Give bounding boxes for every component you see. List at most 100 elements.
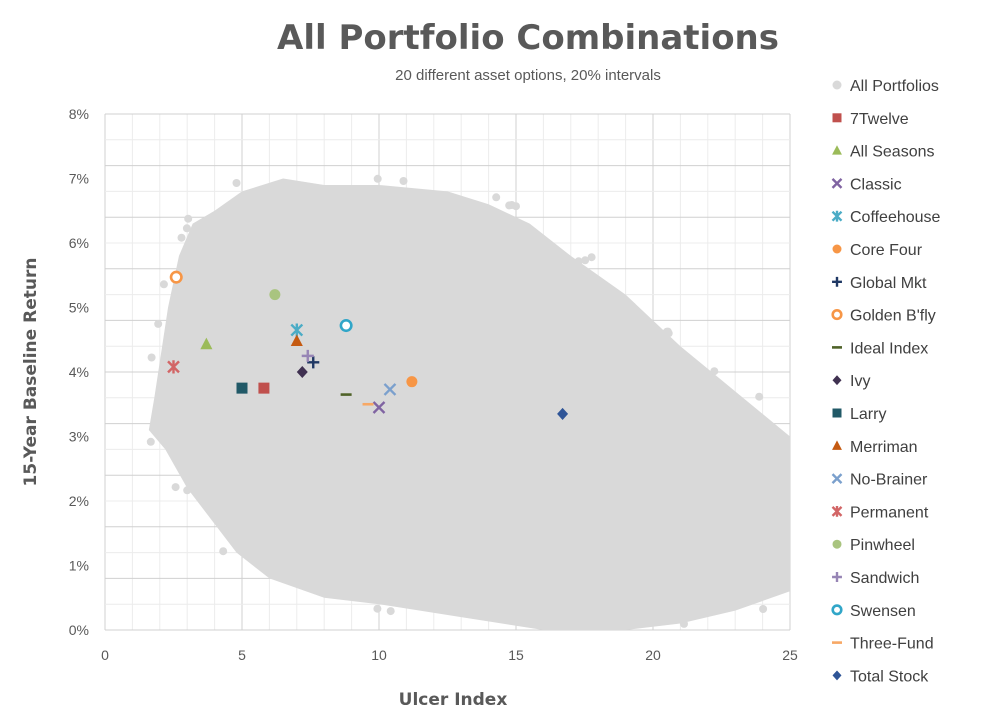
all-portfolios-point: [492, 193, 501, 202]
legend-label: 7Twelve: [850, 111, 909, 128]
all-portfolios-point: [154, 319, 163, 328]
plot-area: [104, 113, 791, 631]
y-axis-title: 15-Year Baseline Return: [21, 258, 41, 487]
legend-item-all-portfolios: All Portfolios: [832, 78, 939, 95]
legend-marker: [831, 473, 843, 484]
legend-item-total-stock: Total Stock: [832, 668, 929, 685]
all-portfolios-point: [755, 392, 764, 401]
legend-marker: [832, 244, 842, 254]
legend-marker: [831, 210, 843, 222]
all-portfolios-point: [177, 233, 186, 242]
point-swensen: [339, 319, 353, 333]
legend-item-larry: Larry: [832, 406, 886, 423]
legend-label: Permanent: [850, 504, 929, 521]
legend-label: Golden B'fly: [850, 308, 936, 325]
all-portfolios-point: [219, 547, 228, 556]
all-portfolios-point: [574, 257, 583, 266]
legend-label: All Portfolios: [850, 78, 939, 95]
point-larry: [236, 382, 248, 394]
legend-item-7twelve: 7Twelve: [832, 111, 909, 128]
all-portfolios-point: [759, 605, 768, 613]
legend-label: Pinwheel: [850, 537, 915, 554]
legend-marker: [832, 670, 842, 681]
all-portfolios-point: [399, 177, 408, 185]
legend-label: Coffeehouse: [850, 209, 941, 226]
legend-marker: [832, 375, 842, 386]
point-all-seasons: [200, 337, 213, 350]
all-portfolios-point: [663, 327, 672, 336]
point-classic: [372, 401, 386, 414]
legend-item-no-brainer: No-Brainer: [831, 472, 928, 489]
all-portfolios-point: [587, 253, 596, 262]
legend-label: Core Four: [850, 242, 923, 259]
legend-marker: [831, 506, 843, 517]
x-tick-label: 0: [101, 647, 109, 663]
all-portfolios-point: [183, 486, 192, 495]
legend-item-coffeehouse: Coffeehouse: [831, 209, 941, 226]
all-portfolios-point: [581, 256, 590, 265]
legend-label: Swensen: [850, 603, 916, 620]
all-portfolios-point: [232, 179, 241, 187]
legend: All Portfolios 7Twelve All Seasons Classic C…: [831, 78, 941, 685]
legend-label: Global Mkt: [850, 275, 927, 292]
legend-marker: [832, 440, 842, 450]
legend-label: No-Brainer: [850, 472, 928, 489]
legend-marker: [832, 276, 842, 287]
point-no-brainer: [383, 383, 397, 396]
legend-label: All Seasons: [850, 144, 935, 161]
legend-item-classic: Classic: [831, 176, 902, 193]
legend-item-pinwheel: Pinwheel: [832, 537, 915, 554]
all-portfolios-point: [182, 224, 191, 233]
point-global-mkt: [307, 356, 320, 369]
y-tick-label: 8%: [69, 106, 89, 122]
named-portfolio-points: [167, 270, 569, 420]
legend-label: Merriman: [850, 439, 918, 456]
legend-item-sandwich: Sandwich: [832, 570, 919, 587]
x-tick-label: 25: [782, 647, 798, 663]
legend-label: Ideal Index: [850, 340, 928, 357]
point-golden-b-fly: [169, 270, 183, 284]
all-portfolios-point: [147, 353, 156, 362]
legend-item-swensen: Swensen: [831, 603, 916, 620]
legend-item-golden-b-fly: Golden B'fly: [831, 308, 936, 325]
legend-label: Sandwich: [850, 570, 919, 587]
legend-item-ivy: Ivy: [832, 373, 870, 390]
all-portfolios-point: [386, 607, 395, 616]
legend-label: Three-Fund: [850, 636, 934, 653]
x-axis-title: Ulcer Index: [399, 690, 508, 710]
y-tick-label: 7%: [69, 171, 89, 187]
y-tick-label: 6%: [69, 235, 89, 251]
chart-subtitle: 20 different asset options, 20% interval…: [395, 67, 661, 84]
legend-marker: [832, 113, 842, 123]
legend-marker: [831, 178, 843, 189]
x-tick-label: 15: [508, 647, 524, 663]
y-tick-label: 2%: [69, 493, 89, 509]
all-portfolios-cloud: [146, 174, 791, 630]
point-merriman: [290, 334, 303, 346]
legend-label: Total Stock: [850, 668, 929, 685]
point-sandwich: [301, 349, 314, 362]
x-tick-label: 10: [371, 647, 387, 663]
point-ivy: [296, 365, 308, 379]
chart-title: All Portfolio Combinations: [277, 18, 779, 58]
y-axis-ticks: 0% 1% 2% 3% 4% 5% 6% 7% 8%: [69, 106, 89, 638]
y-tick-label: 5%: [69, 300, 89, 316]
y-tick-label: 4%: [69, 364, 89, 380]
legend-label: Classic: [850, 176, 902, 193]
x-axis-ticks: 0 5 10 15 20 25: [101, 647, 798, 663]
legend-item-core-four: Core Four: [832, 242, 923, 259]
y-tick-label: 1%: [69, 558, 89, 574]
legend-item-permanent: Permanent: [831, 504, 929, 521]
legend-label: Larry: [850, 406, 886, 423]
legend-label: Ivy: [850, 373, 870, 390]
legend-marker: [831, 309, 843, 321]
legend-marker: [832, 572, 842, 582]
legend-marker: [832, 145, 842, 155]
point-core-four: [406, 376, 418, 388]
point-7twelve: [258, 382, 270, 394]
all-portfolios-envelope: [148, 178, 791, 630]
all-portfolios-point: [373, 604, 382, 613]
all-portfolios-point: [184, 214, 193, 223]
point-pinwheel: [269, 289, 281, 301]
